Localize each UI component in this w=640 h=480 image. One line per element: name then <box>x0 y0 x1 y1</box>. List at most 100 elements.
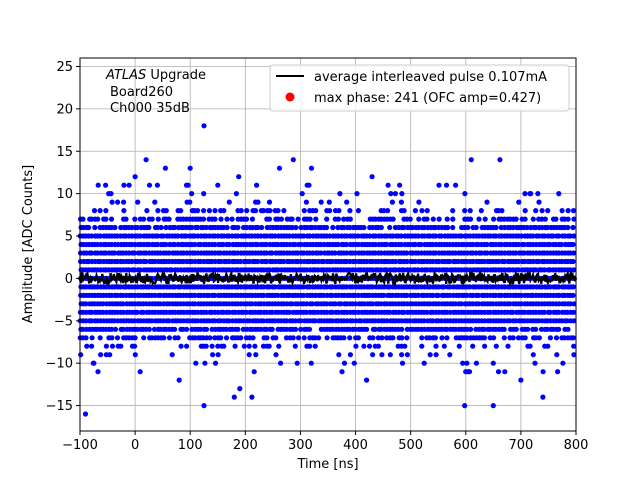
data-point <box>292 343 298 349</box>
data-point <box>385 208 391 214</box>
data-point <box>355 233 361 239</box>
atlas-label: ATLAS <box>105 68 146 83</box>
y-tick-label: 0 <box>65 272 73 287</box>
data-point <box>347 352 353 358</box>
data-point <box>379 352 385 358</box>
data-point <box>273 335 279 341</box>
data-point <box>209 343 215 349</box>
data-point <box>269 250 275 256</box>
data-point <box>301 335 307 341</box>
data-point <box>407 216 413 222</box>
data-point <box>91 208 98 214</box>
data-point <box>187 199 193 205</box>
data-point <box>252 208 259 214</box>
data-point <box>567 233 573 239</box>
data-point <box>571 301 577 307</box>
data-point <box>522 335 528 341</box>
data-point <box>481 335 488 341</box>
data-point <box>522 208 528 214</box>
data-point <box>160 233 166 239</box>
data-point <box>115 199 121 205</box>
data-point <box>292 326 299 332</box>
data-point <box>289 216 295 222</box>
data-point <box>112 224 118 231</box>
data-point <box>243 216 250 222</box>
data-point <box>137 369 143 375</box>
data-point <box>453 182 459 188</box>
y-tick-label: −10 <box>46 357 73 372</box>
data-point <box>533 326 539 332</box>
data-point <box>370 352 376 358</box>
data-point <box>464 360 470 366</box>
data-point <box>470 343 476 349</box>
data-point <box>176 377 182 383</box>
data-point <box>460 360 466 366</box>
data-point <box>166 318 172 324</box>
data-point <box>154 182 160 188</box>
data-point <box>338 301 344 307</box>
data-point <box>201 191 207 197</box>
data-point <box>436 216 442 222</box>
data-point <box>354 191 360 197</box>
data-point <box>467 216 474 222</box>
data-point <box>255 258 261 265</box>
data-point <box>347 216 353 222</box>
data-point <box>358 318 364 324</box>
data-point <box>390 335 396 341</box>
data-point <box>238 335 244 341</box>
data-point <box>281 208 287 214</box>
data-point <box>547 284 553 290</box>
data-point <box>527 343 533 349</box>
data-point <box>266 267 273 273</box>
data-point <box>308 165 315 171</box>
data-point <box>433 352 439 358</box>
data-point <box>301 292 307 298</box>
x-tick-label: 600 <box>453 438 478 453</box>
data-point <box>372 326 378 332</box>
data-point <box>556 309 562 315</box>
data-point <box>126 182 132 188</box>
data-point <box>473 360 479 366</box>
data-point <box>244 208 250 214</box>
legend-entry-average: average interleaved pulse 0.107mA <box>314 70 547 85</box>
data-point <box>415 292 421 298</box>
data-point <box>392 258 399 265</box>
data-point <box>567 301 574 307</box>
data-point <box>89 309 95 315</box>
data-point <box>169 267 175 273</box>
data-point <box>555 369 561 375</box>
y-tick-label: −5 <box>54 314 73 329</box>
data-point <box>226 241 232 248</box>
data-point <box>352 326 358 332</box>
data-point <box>303 199 309 205</box>
data-point <box>149 216 155 222</box>
data-point <box>384 318 390 324</box>
data-point <box>109 335 115 341</box>
data-point <box>530 284 536 290</box>
data-point <box>570 224 576 231</box>
data-point <box>384 241 390 248</box>
data-point <box>312 343 318 349</box>
data-point <box>370 335 376 341</box>
data-point <box>432 233 439 239</box>
data-point <box>131 250 138 256</box>
data-point <box>90 360 96 366</box>
data-point <box>221 208 227 214</box>
data-point <box>92 224 98 231</box>
data-point <box>336 208 342 214</box>
data-point <box>392 191 398 197</box>
data-point <box>339 369 345 375</box>
data-point <box>515 267 522 273</box>
data-point <box>473 224 479 231</box>
data-point <box>200 216 207 222</box>
average-pulse-line <box>78 269 578 287</box>
data-point <box>212 208 218 214</box>
data-point <box>278 216 284 222</box>
data-point <box>571 267 577 273</box>
data-point <box>556 233 562 239</box>
data-point <box>571 233 577 239</box>
data-point <box>163 208 169 214</box>
data-point <box>172 241 178 248</box>
data-point <box>192 241 198 248</box>
